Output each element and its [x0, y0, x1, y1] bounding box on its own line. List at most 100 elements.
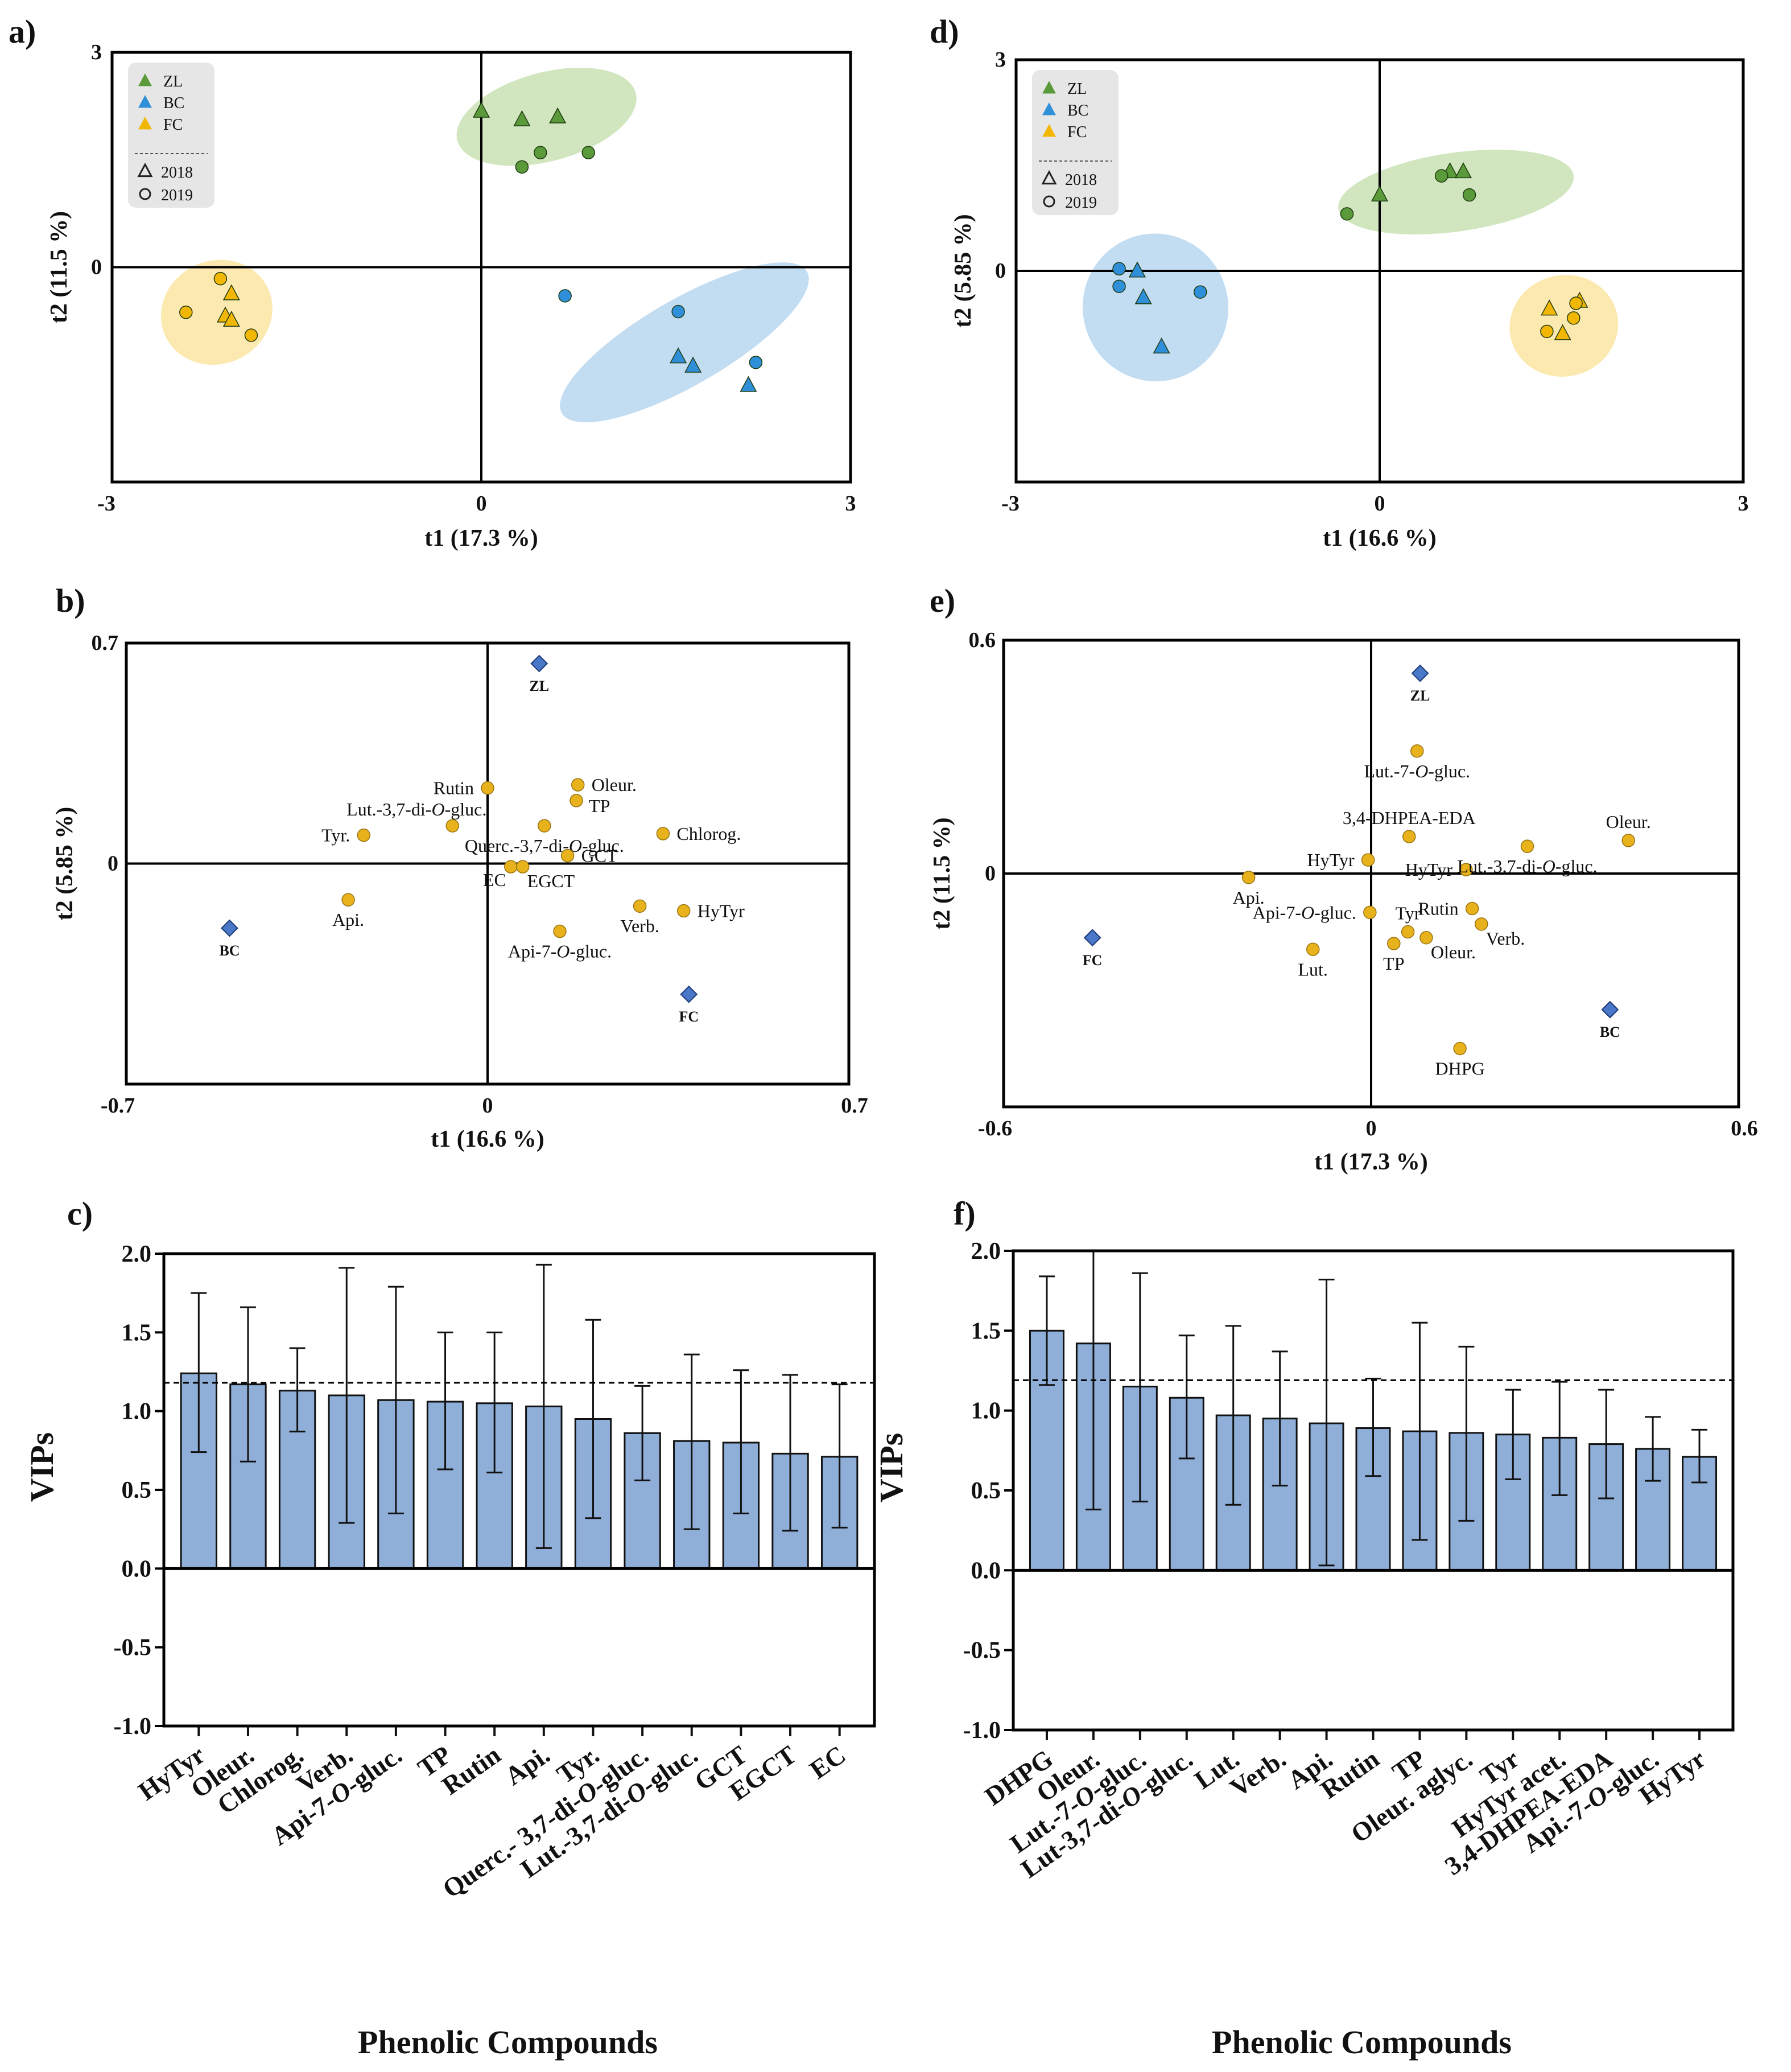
- score-plot-d: d) -3 0 3 3 0 t1 (16.6 %) t2 (5.85 %) ZL BC FC 2018…: [930, 13, 1749, 551]
- loading-label-api: Api.: [332, 909, 364, 930]
- loading-label-api-7-o-gluc: Api-7-O-gluc.: [508, 941, 612, 962]
- y-tick: 0: [985, 862, 996, 885]
- point-bc-2019: [749, 356, 763, 369]
- loading-label-ec: EC: [483, 870, 506, 890]
- y-tick: 0.6: [969, 628, 996, 652]
- loading-point-lut: [1306, 942, 1320, 956]
- y-tick: -0.5: [963, 1638, 1001, 1664]
- x-tick: 0: [482, 1094, 493, 1118]
- panel-label-c: c): [67, 1195, 93, 1232]
- score-plot-a: a) -3 0 3 3 0 t1 (17.3 %) t2 (11.5 %) ZL BC FC 2018…: [9, 13, 856, 551]
- y-tick: 1.0: [971, 1398, 1001, 1424]
- group-marker-zl: [530, 654, 548, 673]
- y-tick: 1.0: [122, 1399, 152, 1425]
- y-tick: 0.0: [971, 1558, 1001, 1584]
- loading-label-dhpg: DHPG: [1435, 1058, 1485, 1079]
- x-axis-title: Phenolic Compounds: [358, 2024, 658, 2061]
- y-axis-title: t2 (5.85 %): [52, 807, 78, 920]
- loading-point-querc-3-7-di-o-gluc: [538, 819, 551, 833]
- x-axis-title: t1 (16.6 %): [1323, 525, 1436, 551]
- y-tick: 0: [91, 256, 102, 279]
- x-tick: -3: [97, 492, 115, 516]
- ellipse-zl: [456, 67, 637, 166]
- point-zl-2019: [581, 146, 595, 159]
- x-tick: 0.7: [841, 1094, 868, 1118]
- category-label-ec: EC: [804, 1740, 851, 1784]
- loading-label-lut-7-o-gluc: Lut.-7-O-gluc.: [1364, 761, 1470, 781]
- group-marker-zl: [1411, 664, 1429, 682]
- loading-point-tyr: [357, 828, 371, 842]
- loading-point-api: [341, 893, 355, 907]
- loading-label-tyr: Tyr.: [321, 825, 350, 846]
- legend-label-zl: ZL: [1067, 80, 1087, 98]
- point-bc-2019: [558, 289, 572, 303]
- ellipse-fc: [1509, 274, 1619, 377]
- loading-label-egct: EGCT: [527, 871, 575, 891]
- loading-label-oleur: Oleur.: [1606, 812, 1651, 832]
- x-tick: -3: [1001, 492, 1020, 516]
- point-fc-2019: [179, 306, 193, 319]
- loading-plot-b: b) -0.7 0 0.7 0.7 0 t1 (16.6 %) t2 (5.85 %) ZL BC…: [52, 582, 868, 1152]
- legend-marker-bc: [138, 95, 152, 108]
- point-fc-2019: [1540, 324, 1554, 339]
- legend-label-2018: 2018: [1065, 171, 1097, 189]
- y-tick: -0.5: [114, 1635, 152, 1661]
- loading-label-hytyr: HyTyr: [1307, 850, 1355, 870]
- x-axis-title: t1 (17.3 %): [424, 525, 538, 551]
- loading-point-rutin: [481, 781, 494, 795]
- loading-point-oleur: [1419, 931, 1433, 945]
- loading-point-api-7-o-gluc: [1363, 905, 1377, 920]
- loading-point-oleur: [1621, 834, 1635, 847]
- point-fc-2019: [1567, 311, 1580, 325]
- point-fc-2018: [1554, 324, 1571, 340]
- point-bc-2018: [684, 356, 702, 373]
- loading-point-hytyr: [1361, 853, 1375, 867]
- y-tick: 1.5: [122, 1320, 152, 1346]
- point-bc-2019: [1194, 285, 1207, 299]
- legend-label-bc: BC: [1067, 102, 1088, 120]
- loading-label-api-7-o-gluc: Api-7-O-gluc.: [1253, 902, 1356, 922]
- y-tick: -1.0: [963, 1717, 1001, 1744]
- loading-label-oleur: Oleur.: [1431, 942, 1476, 962]
- x-axis-title: Phenolic Compounds: [1212, 2024, 1512, 2061]
- y-tick: 3: [91, 40, 102, 64]
- panel-label-f: f): [954, 1195, 976, 1232]
- vip-chart-f: f)DHPGOleur.Lut.-7-O-gluc.Lut-3,7-di-O-g…: [873, 1195, 1735, 2061]
- legend-label-2018: 2018: [161, 164, 193, 182]
- loading-label-querc-3-7-di-o-gluc: Querc.-3,7-di-O-gluc.: [465, 835, 624, 856]
- legend-marker-fc: [138, 117, 152, 130]
- ellipse-fc: [160, 259, 273, 365]
- y-tick: 0.5: [971, 1478, 1001, 1504]
- loading-label-lut-3-7-di-o-gluc: Lut.-3,7-di-O-gluc.: [1457, 856, 1597, 876]
- y-tick: -1.0: [114, 1713, 152, 1740]
- panel-label-d: d): [930, 13, 959, 50]
- group-label-zl: ZL: [1410, 687, 1430, 704]
- loading-label-verb: Verb.: [1486, 928, 1525, 949]
- point-bc-2019: [671, 304, 685, 319]
- x-tick: 0: [476, 492, 487, 516]
- point-bc-2019: [1112, 262, 1126, 276]
- point-fc-2019: [1569, 296, 1583, 310]
- loading-point-egct: [515, 860, 530, 874]
- loading-point-3-4-dhpea-eda: [1402, 830, 1416, 843]
- point-fc-2018: [1541, 299, 1558, 316]
- point-fc-2019: [244, 328, 258, 342]
- plot-frame: [162, 1252, 876, 1728]
- legend-label-fc: FC: [1067, 123, 1087, 141]
- group-label-fc: FC: [1083, 952, 1103, 969]
- loading-point-tyr: [1401, 925, 1415, 939]
- bar-rutin: [1355, 1427, 1391, 1571]
- loading-label-3-4-dhpea-eda: 3,4-DHPEA-EDA: [1343, 808, 1476, 828]
- loading-point-dhpg: [1453, 1041, 1467, 1056]
- loading-point-ec: [504, 860, 518, 874]
- panel-label-a: a): [9, 13, 36, 50]
- loading-point-tp: [1387, 937, 1401, 950]
- loading-point-chlorog: [656, 827, 670, 841]
- ellipse-bc: [560, 262, 809, 423]
- legend-label-bc: BC: [163, 94, 184, 112]
- point-bc-2019: [1112, 279, 1126, 293]
- loading-label-hytyr: HyTyr: [1405, 859, 1452, 880]
- point-zl-2018: [472, 101, 490, 118]
- loading-label-rutin: Rutin: [434, 778, 474, 798]
